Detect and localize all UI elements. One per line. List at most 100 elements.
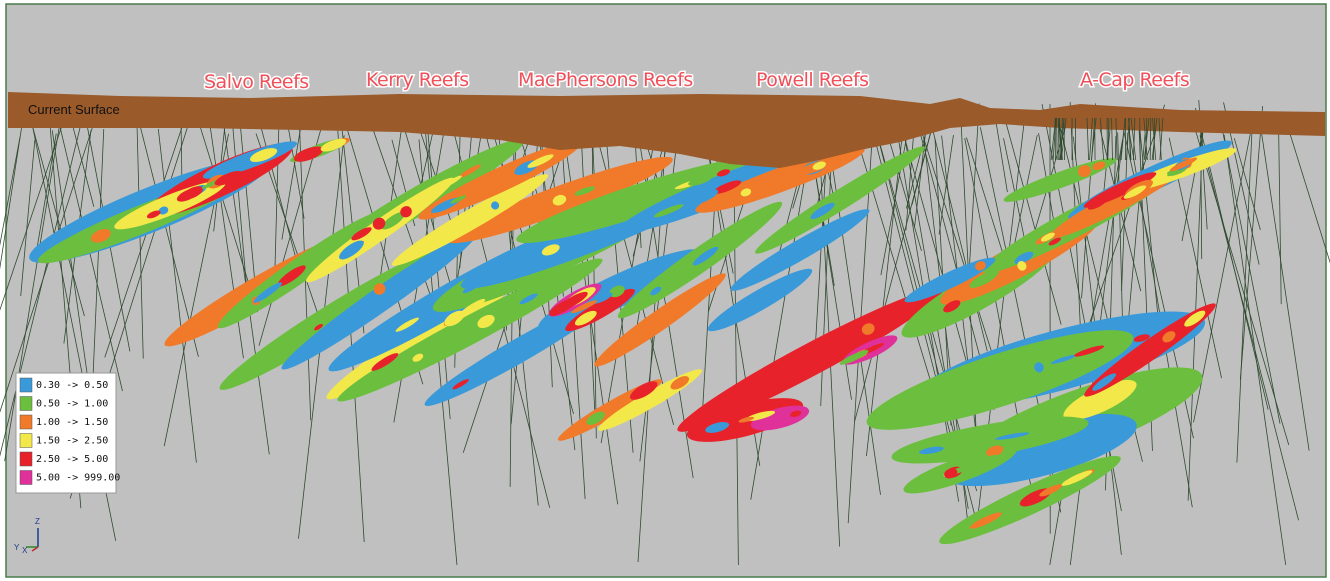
grade-patch [314, 323, 323, 331]
grade-patch [943, 300, 961, 313]
legend-label: 1.50 -> 2.50 [36, 436, 108, 447]
grade-patch [249, 148, 278, 163]
grade-patch [412, 353, 424, 362]
grade-patch [861, 323, 875, 335]
grade-patch [320, 138, 347, 152]
grade-patch [456, 212, 484, 229]
grade-patch [944, 468, 958, 479]
grade-patch [995, 432, 1030, 440]
drill-hole [916, 115, 1005, 393]
grade-patch [372, 217, 386, 230]
drill-hole [930, 121, 988, 352]
grade-patch [850, 182, 865, 196]
grade-patch [1184, 310, 1206, 327]
grade-patch [462, 282, 481, 294]
drill-hole [1193, 128, 1252, 423]
drill-hole [1058, 117, 1063, 161]
legend-swatch [19, 470, 33, 485]
grade-patch [650, 286, 662, 296]
drill-hole [20, 139, 36, 297]
legend: 0.30 -> 0.50 0.50 -> 1.00 1.00 -> 1.50 1.50… [15, 372, 120, 494]
grade-patch [629, 381, 658, 400]
drill-hole [337, 129, 365, 543]
grade-patch [810, 202, 835, 220]
grade-patch [527, 154, 554, 168]
drill-hole [1278, 119, 1282, 305]
legend-swatch [19, 414, 33, 430]
grade-patch [1162, 331, 1176, 343]
drill-hole [1194, 126, 1290, 446]
grade-patch [653, 204, 684, 218]
grade-patch [670, 376, 690, 390]
grade-patch [738, 416, 755, 423]
grade-patch [381, 211, 406, 230]
grade-patch [933, 280, 946, 290]
reef-label: Powell Reefs [756, 69, 869, 91]
grade-patch [574, 310, 597, 326]
grade-patch [541, 244, 560, 256]
drill-hole [1223, 134, 1287, 566]
drill-hole [1050, 117, 1057, 161]
grade-patch [277, 265, 306, 287]
grade-patch [1078, 165, 1092, 178]
grade-patch [182, 186, 204, 200]
drill-hole [1143, 117, 1150, 161]
drill-hole [1220, 122, 1281, 424]
grade-patch [763, 256, 788, 272]
grade-patch [692, 246, 719, 266]
grade-patch [503, 299, 524, 315]
grade-patch [766, 282, 790, 297]
drill-hole [1233, 138, 1261, 230]
reef-label: Kerry Reefs [366, 69, 469, 91]
drill-hole [1158, 117, 1162, 161]
grade-patch [790, 410, 802, 418]
drill-hole [1239, 106, 1264, 380]
legend-label: 0.30 -> 0.50 [36, 380, 108, 391]
grade-patch [969, 454, 999, 468]
drill-hole [884, 125, 922, 252]
grade-patch [477, 314, 495, 329]
drill-hole [237, 103, 256, 285]
drill-hole [1117, 132, 1124, 334]
drill-hole [854, 122, 934, 422]
drill-hole [1145, 117, 1148, 161]
drill-hole [1199, 135, 1299, 521]
grade-patch [740, 188, 752, 197]
grade-patch [339, 240, 364, 260]
drill-hole [967, 103, 980, 292]
drill-hole [1089, 117, 1093, 161]
grade-patch [609, 285, 625, 298]
grade-patch [452, 379, 470, 390]
grade-patch [371, 353, 399, 371]
grade-patch [919, 446, 944, 455]
reef-lenses [29, 137, 1237, 545]
drill-hole [1120, 117, 1126, 161]
grade-patch [986, 445, 1004, 457]
grade-patch [1087, 199, 1106, 210]
drill-hole [1099, 117, 1105, 161]
grade-patch [1048, 237, 1061, 246]
drill-hole [1086, 117, 1090, 161]
drill-hole [1003, 138, 1026, 240]
drill-hole [380, 121, 403, 275]
grade-patch [969, 512, 1002, 529]
grade-patch [1014, 251, 1034, 265]
grade-patch [600, 202, 630, 215]
grade-patch [400, 206, 412, 218]
legend-label: 2.50 -> 5.00 [36, 454, 108, 465]
drill-hole [825, 118, 881, 495]
y-axis-label: Y [14, 543, 20, 552]
grade-patch [1016, 437, 1030, 445]
grade-patch [574, 186, 596, 196]
grade-patch [351, 227, 372, 241]
drill-hole [1002, 112, 1062, 325]
legend-swatch [19, 433, 33, 448]
drill-hole [1259, 122, 1310, 451]
reef-label: MacPhersons Reefs [518, 69, 693, 91]
drill-hole [1125, 117, 1130, 161]
grade-patch [812, 161, 826, 170]
legend-swatch [19, 377, 33, 393]
drill-holes-surface [1050, 117, 1164, 161]
grade-patch [1017, 260, 1027, 271]
